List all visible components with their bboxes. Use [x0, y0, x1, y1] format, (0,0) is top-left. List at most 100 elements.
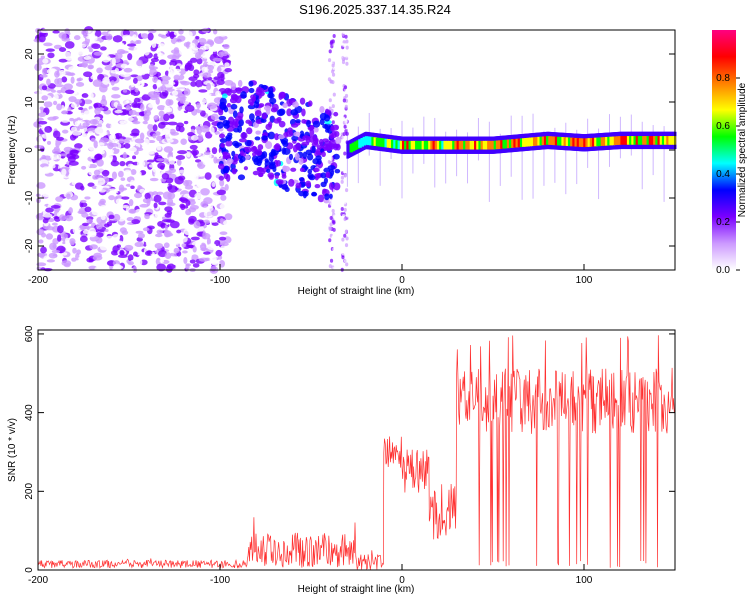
spectrogram-cell — [324, 144, 333, 152]
spectrogram-cell — [519, 138, 524, 148]
spectrogram-cell — [184, 184, 194, 190]
spectrogram-cell — [344, 34, 348, 39]
spectrogram-cell — [210, 243, 217, 249]
spectrogram-cell — [522, 138, 526, 147]
spectrogram-cell — [238, 118, 244, 127]
spectrogram-cell — [332, 44, 337, 49]
spectrogram-cell — [248, 87, 255, 94]
spectrogram-cell — [141, 94, 151, 101]
spectrogram-cell — [127, 43, 137, 47]
spectrogram-cell — [331, 63, 335, 68]
spectrogram-cell — [184, 64, 189, 72]
spectrogram-cell — [331, 72, 336, 77]
spectrogram-cell — [307, 168, 313, 175]
spectrogram-cell — [101, 54, 111, 63]
spectrogram-cell — [653, 136, 657, 145]
spectrogram-cell — [388, 139, 393, 148]
spectrogram-cell — [364, 136, 369, 145]
spectrogram-cell — [147, 32, 154, 41]
spectrogram-cell — [108, 214, 115, 220]
spectrogram-cell — [122, 140, 131, 144]
spectrogram-cell — [589, 138, 594, 147]
spectrogram-cell — [88, 259, 94, 263]
spectrogram-cell — [249, 113, 255, 121]
spectrogram-cell — [200, 188, 210, 196]
spectrogram-cell — [133, 192, 143, 199]
spectrogram-cell — [395, 140, 399, 149]
spectrogram-cell — [332, 153, 340, 160]
spectrogram-cell — [65, 56, 74, 61]
spectrogram-cell — [275, 160, 282, 167]
spectrogram-cell — [192, 263, 200, 268]
spectrogram-cell — [291, 135, 299, 142]
spectrogram-cell — [99, 198, 106, 205]
spectrogram-cell — [84, 196, 91, 200]
spectrogram-cell — [92, 79, 103, 87]
spectrogram-cell — [218, 32, 228, 37]
spectrogram-cell — [607, 136, 611, 146]
spectrogram-cell — [143, 48, 150, 56]
spectrogram-cell — [198, 37, 207, 44]
spectrogram-cell — [164, 212, 172, 218]
spectrogram-cell — [343, 233, 347, 238]
spectrogram-cell — [493, 140, 498, 150]
spectrogram-cell — [211, 181, 216, 188]
spectrogram-cell — [136, 39, 142, 44]
spectrogram-cell — [334, 168, 341, 174]
spectrogram-cell — [648, 136, 653, 145]
spectrogram-cell — [328, 72, 332, 77]
spectrogram-cell — [329, 156, 333, 161]
spectrogram-cell — [345, 39, 349, 44]
spectrogram-cell — [235, 87, 242, 94]
spectrogram-cell — [248, 80, 254, 87]
spectrogram-cell — [73, 35, 81, 41]
spectrogram-cell — [342, 200, 347, 205]
spectrogram-cell — [164, 252, 172, 259]
spectrogram-cell — [72, 225, 79, 234]
spectrogram-cell — [250, 94, 256, 100]
spectrogram-cell — [171, 90, 179, 96]
spectrogram-cell — [222, 43, 230, 50]
spectrogram-cell — [132, 155, 137, 160]
snr-x-tick-label: 0 — [399, 575, 405, 586]
spectrogram-cell — [417, 140, 421, 150]
snr-x-ticks: -200 -100 0 100 — [28, 564, 593, 586]
spectrogram-cell — [670, 136, 675, 145]
spectrogram-cell — [344, 93, 349, 98]
spectrogram-cell — [131, 219, 141, 225]
spectrogram-cell — [311, 192, 318, 197]
spectrogram-cell — [70, 240, 75, 246]
spectrogram-cell — [329, 243, 333, 248]
spectrogram-cell — [147, 123, 154, 131]
spectrogram-cell — [149, 68, 157, 76]
spectrogram-cell — [56, 89, 63, 94]
spectrogram-cell — [198, 257, 209, 262]
spectrogram-cell — [281, 174, 287, 179]
spectrogram-cell — [655, 136, 659, 145]
spectrogram-cell — [80, 199, 87, 203]
spectrogram-cell — [218, 175, 225, 181]
spectrogram-cell — [164, 206, 173, 213]
spectrogram-cell — [52, 130, 61, 139]
snr-x-tick-label: 100 — [576, 575, 593, 586]
spectrogram-cell — [121, 109, 130, 116]
spectrogram-cell — [43, 101, 53, 108]
spectrogram-cell — [219, 209, 225, 215]
spectrogram-cell — [215, 90, 222, 97]
spectrogram-cell — [341, 135, 345, 140]
spectrogram-cell — [377, 137, 382, 147]
spectrogram-cell — [170, 238, 176, 247]
spectrogram-cell — [36, 262, 47, 267]
spectrogram-cell — [211, 222, 219, 226]
spectrogram-cell — [56, 261, 61, 270]
spectrogram-cell — [166, 202, 176, 207]
spectrogram-cell — [295, 119, 301, 124]
spectrogram-cell — [314, 183, 321, 189]
spectrogram-cell — [66, 193, 71, 200]
spectrogram-x-tick-label: 0 — [399, 275, 405, 286]
spectrogram-cell — [58, 69, 66, 77]
spectrogram-cell — [220, 194, 227, 201]
spectrogram-cell — [175, 124, 181, 132]
spectrogram-cell — [160, 165, 165, 170]
spectrogram-cell — [211, 209, 219, 217]
